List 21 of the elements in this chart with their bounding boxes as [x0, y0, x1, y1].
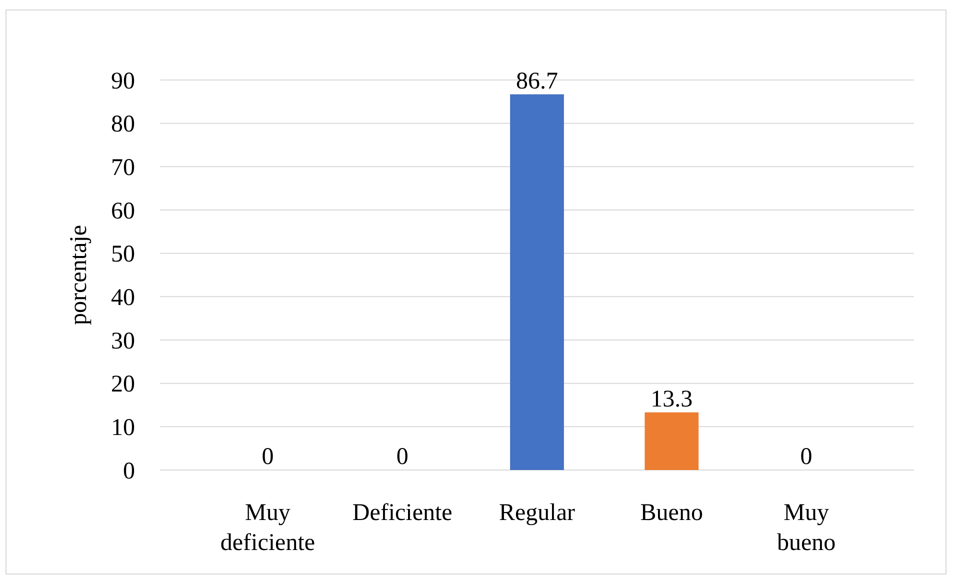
x-tick-label: Deficiente	[352, 500, 452, 526]
x-tick-label: Muy deficiente	[220, 500, 316, 556]
data-label: 0	[800, 444, 812, 470]
x-tick-label: Regular	[499, 500, 575, 526]
y-tick-label: 60	[111, 198, 135, 224]
x-tick-label: Bueno	[640, 500, 703, 526]
x-tick-label: Muy bueno	[776, 500, 836, 556]
y-tick-label: 10	[111, 415, 135, 442]
y-axis-title: porcentaje	[66, 225, 92, 325]
y-tick-label: 40	[111, 285, 135, 312]
data-label: 0	[262, 444, 274, 470]
data-label: 0	[396, 444, 408, 470]
y-tick-label: 70	[111, 155, 135, 182]
y-tick-label: 0	[123, 458, 135, 484]
y-tick-label: 50	[111, 242, 135, 268]
data-label: 86.7	[516, 68, 558, 94]
y-tick-label: 30	[111, 328, 135, 354]
data-label: 13.3	[650, 386, 693, 412]
y-tick-label: 80	[111, 112, 135, 138]
y-tick-label: 90	[111, 68, 135, 94]
y-tick-label: 20	[111, 372, 135, 398]
